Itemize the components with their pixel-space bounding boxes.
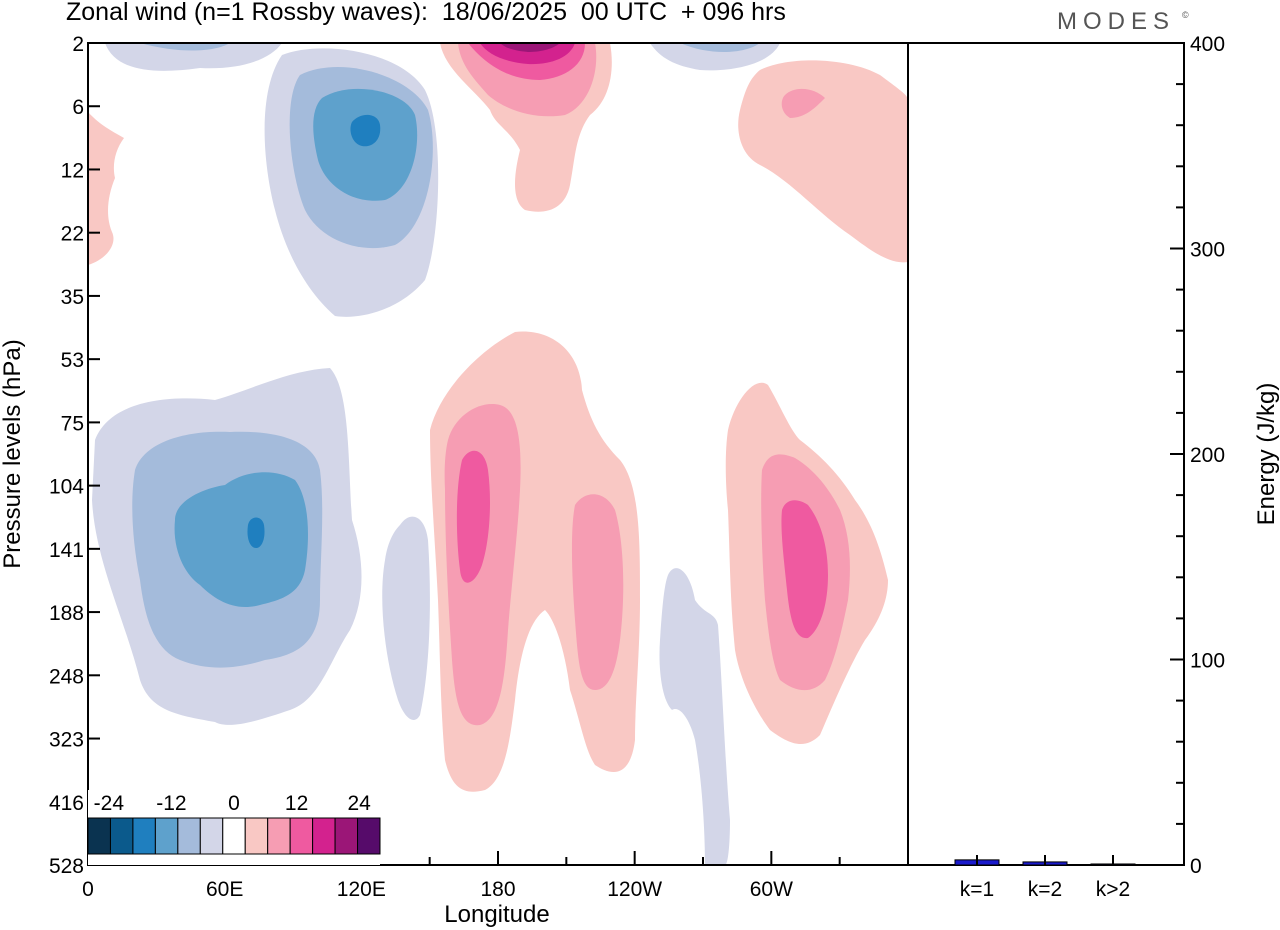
energy-bar-labels: k=1 k=2 k>2	[960, 855, 1130, 901]
energy-bar-label: k=1	[960, 878, 994, 901]
x-tick-label: 60E	[206, 878, 243, 901]
energy-axis-title: Energy (J/kg)	[1253, 383, 1280, 526]
y-tick-label: 188	[49, 602, 84, 625]
colorbar-swatch	[199, 817, 224, 855]
colorbar	[87, 790, 381, 865]
energy-bar-label: k=2	[1028, 878, 1062, 901]
colorbar-swatch	[244, 817, 269, 855]
y-tick-label: 53	[61, 349, 84, 372]
x-tick-label: 60W	[750, 878, 793, 901]
contour-pos-left-edge	[88, 112, 124, 265]
contour-field	[88, 43, 908, 865]
colorbar-tick-label: -12	[156, 792, 186, 815]
x-tick-label: 120E	[337, 878, 386, 901]
y-tick-label: 2	[72, 33, 84, 56]
modes-logo: MODES	[1057, 8, 1176, 35]
copyright-mark: ©	[1182, 10, 1189, 20]
colorbar-tick-label: -24	[94, 792, 125, 815]
colorbar-swatch	[177, 817, 201, 855]
contour-pos-top-l4	[500, 43, 560, 52]
y-tick-label: 323	[49, 729, 84, 752]
contour-neg-small-150	[382, 516, 430, 720]
y-tick-label: 12	[61, 159, 84, 182]
y-tick-label: 22	[61, 223, 84, 246]
contour-neg-lower-l2	[174, 472, 308, 608]
energy-tick-label: 400	[1190, 33, 1225, 56]
contour-pos-top-l3	[480, 43, 575, 65]
contour-neg-upper-l3	[350, 114, 381, 147]
colorbar-swatch	[222, 817, 246, 855]
contour-pos-lower-right-l2	[781, 500, 828, 639]
y-tick-label: 104	[49, 476, 84, 499]
y-tick-label: 416	[49, 792, 84, 815]
y-tick-label: 35	[61, 286, 84, 309]
colorbar-swatch	[132, 817, 156, 855]
colorbar-swatch	[154, 817, 179, 855]
y-axis-title: Pressure levels (hPa)	[0, 339, 26, 568]
contour-neg-top-right	[650, 43, 780, 71]
y-tick-label: 528	[49, 855, 84, 878]
energy-axis-ticks: 0 100 200 300 400	[1170, 33, 1225, 878]
colorbar-swatch	[267, 817, 291, 855]
energy-tick-label: 200	[1190, 444, 1225, 467]
colorbar-labels: -24 -12 0 12 24	[94, 792, 371, 815]
colorbar-tick-label: 24	[347, 792, 371, 815]
y-tick-label: 6	[72, 96, 84, 119]
energy-tick-label: 300	[1190, 239, 1225, 262]
colorbar-swatch	[289, 817, 314, 855]
contour-neg-lower-l3	[247, 517, 265, 548]
colorbar-swatch	[357, 817, 381, 855]
contour-neg-top-left	[105, 43, 282, 71]
contour-pos-upper-right	[738, 60, 908, 263]
x-axis-title: Longitude	[444, 901, 549, 928]
y-tick-label: 141	[49, 539, 84, 562]
y-tick-label: 75	[61, 412, 84, 435]
x-tick-label: 120W	[607, 878, 662, 901]
energy-tick-label: 0	[1190, 855, 1202, 878]
x-tick-label: 180	[480, 878, 515, 901]
contour-neg-top-left-l1	[140, 43, 230, 51]
energy-plot-frame	[907, 42, 1185, 866]
contour-pos-lower-l1-mid	[571, 494, 624, 690]
chart-title: Zonal wind (n=1 Rossby waves): 18/06/202…	[66, 0, 786, 26]
colorbar-swatch	[334, 817, 359, 855]
pressure-axis-ticks: 2 6 12 22 35 53 75 104 141 188 248 323 416 528	[49, 33, 100, 878]
colorbar-swatch	[87, 817, 111, 855]
colorbar-swatch	[109, 817, 134, 855]
contour-neg-top-right-l1	[680, 43, 760, 53]
y-tick-label: 248	[49, 665, 84, 688]
contour-neg-small-275	[659, 568, 730, 865]
colorbar-tick-label: 0	[228, 792, 240, 815]
x-tick-label: 0	[82, 878, 94, 901]
energy-bar-label: k>2	[1096, 878, 1130, 901]
contour-pos-upper-right-l1	[781, 88, 825, 118]
colorbar-swatch	[312, 817, 336, 855]
energy-tick-label: 100	[1190, 650, 1225, 673]
longitude-axis-ticks: 0 60E 120E 180 120W 60W	[82, 851, 909, 901]
colorbar-tick-label: 12	[285, 792, 308, 815]
contour-pos-lower-l2-left	[456, 450, 490, 583]
